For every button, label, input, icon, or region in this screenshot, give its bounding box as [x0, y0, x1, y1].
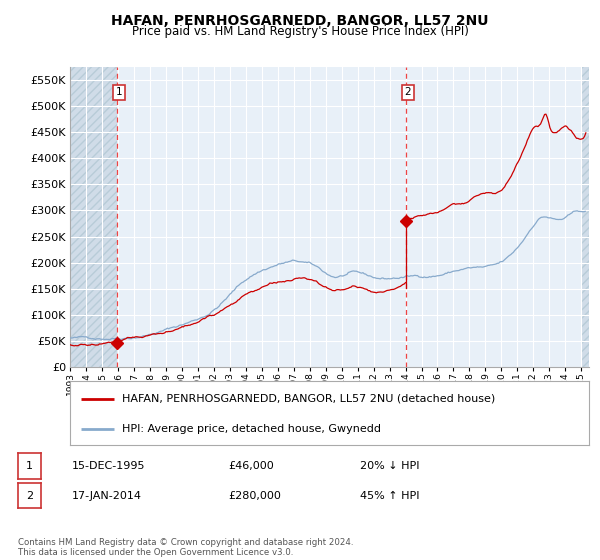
Text: 2: 2 [26, 491, 33, 501]
Text: £46,000: £46,000 [228, 461, 274, 471]
Text: 2: 2 [404, 87, 411, 97]
Bar [581, 67, 589, 367]
Text: HPI: Average price, detached house, Gwynedd: HPI: Average price, detached house, Gwyn… [122, 424, 381, 434]
Text: 1: 1 [116, 87, 122, 97]
Text: HAFAN, PENRHOSGARNEDD, BANGOR, LL57 2NU: HAFAN, PENRHOSGARNEDD, BANGOR, LL57 2NU [111, 14, 489, 28]
Text: 15-DEC-1995: 15-DEC-1995 [72, 461, 146, 471]
Bar [70, 67, 118, 367]
Text: £280,000: £280,000 [228, 491, 281, 501]
Text: Price paid vs. HM Land Registry's House Price Index (HPI): Price paid vs. HM Land Registry's House … [131, 25, 469, 38]
Text: 1: 1 [26, 461, 33, 471]
Text: Contains HM Land Registry data © Crown copyright and database right 2024.
This d: Contains HM Land Registry data © Crown c… [18, 538, 353, 557]
Text: 20% ↓ HPI: 20% ↓ HPI [360, 461, 419, 471]
Text: 17-JAN-2014: 17-JAN-2014 [72, 491, 142, 501]
Text: HAFAN, PENRHOSGARNEDD, BANGOR, LL57 2NU (detached house): HAFAN, PENRHOSGARNEDD, BANGOR, LL57 2NU … [122, 394, 496, 404]
Text: 45% ↑ HPI: 45% ↑ HPI [360, 491, 419, 501]
